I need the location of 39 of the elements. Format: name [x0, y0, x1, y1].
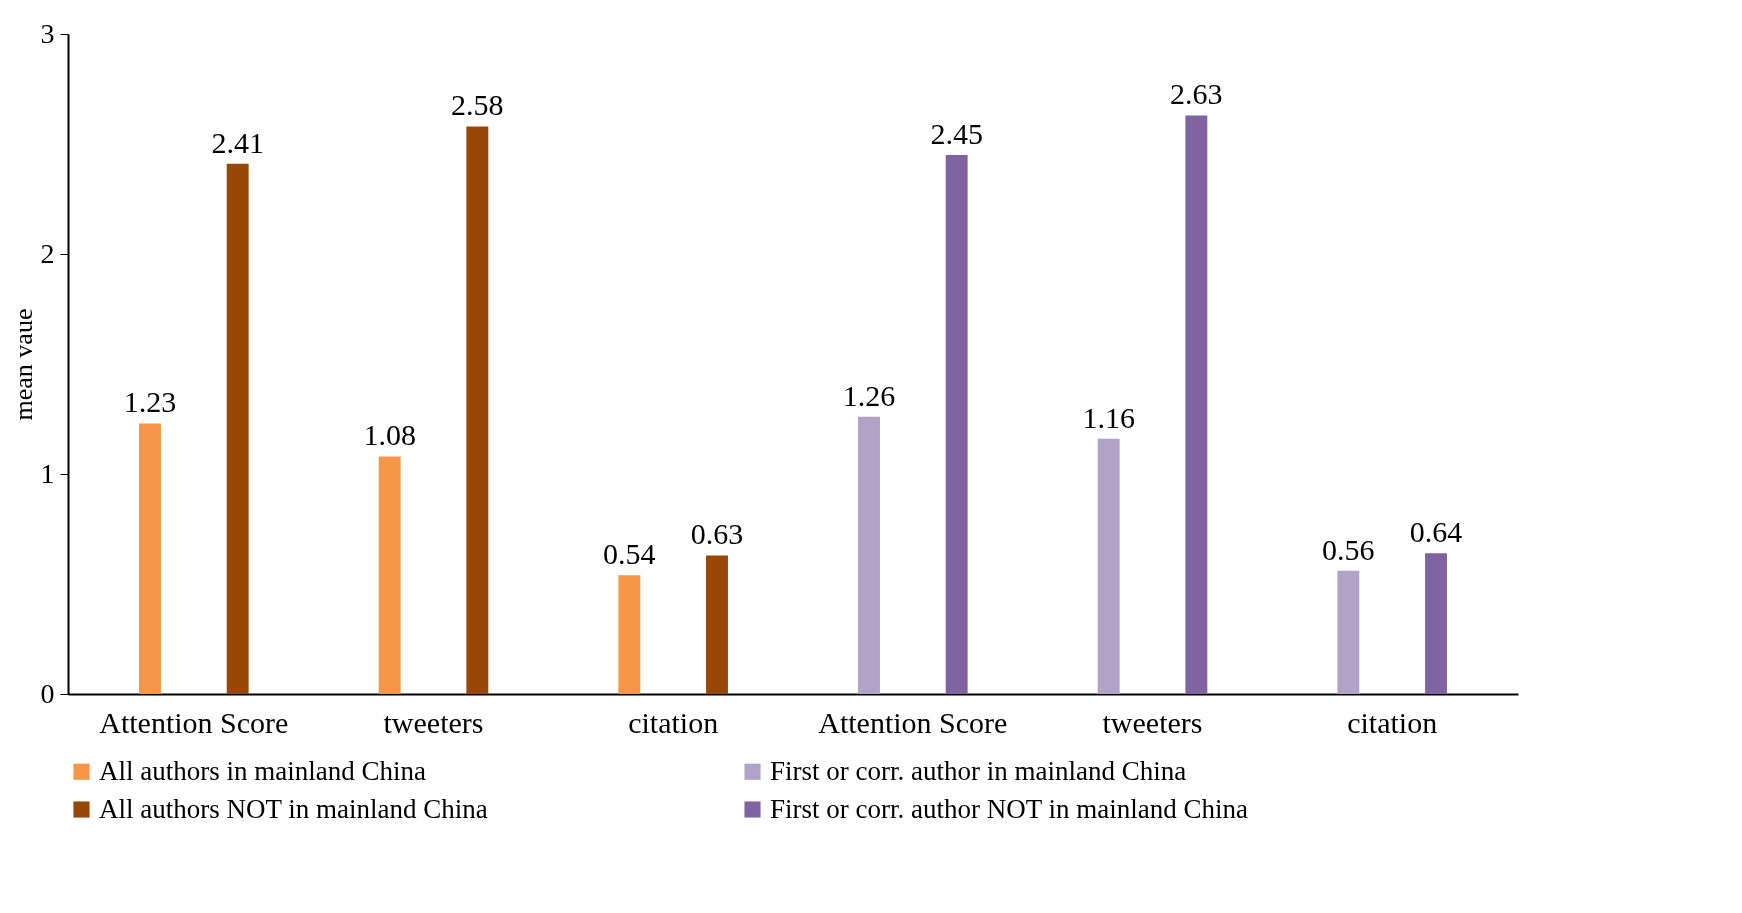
bar	[378, 456, 401, 694]
bar	[945, 155, 968, 694]
data-label: 2.58	[451, 88, 504, 122]
data-label: 0.56	[1322, 532, 1375, 566]
x-tick-label: citation	[1347, 705, 1438, 739]
legend-label: First or corr. author in mainland China	[770, 755, 1187, 786]
data-label: 1.16	[1082, 400, 1135, 434]
data-label: 0.64	[1409, 515, 1463, 549]
y-axis-title: mean vaue	[8, 308, 38, 421]
x-tick-label: tweeters	[383, 705, 484, 739]
data-label: 1.26	[842, 378, 896, 412]
data-label: 2.45	[930, 117, 983, 150]
data-label: 1.23	[123, 385, 177, 419]
data-label: 0.63	[690, 517, 744, 551]
data-label: 0.54	[603, 537, 656, 571]
y-tick-label: 0	[40, 677, 55, 709]
bar	[1097, 438, 1120, 694]
bar	[1337, 570, 1360, 694]
data-label: 2.63	[1170, 77, 1223, 111]
x-tick-label: Attention Score	[818, 705, 1008, 739]
legend-label: All authors in mainland China	[99, 755, 426, 786]
y-tick-label: 2	[40, 237, 55, 269]
bar	[706, 555, 728, 694]
bar	[1425, 553, 1447, 694]
bar	[858, 416, 880, 694]
y-tick-label: 3	[40, 17, 55, 49]
bar	[618, 575, 641, 694]
bar	[226, 163, 249, 694]
y-tick-label: 1	[40, 457, 55, 489]
legend-label: All authors NOT in mainland China	[99, 793, 488, 824]
data-label: 2.41	[211, 125, 264, 159]
x-tick-label: Attention Score	[99, 705, 289, 739]
x-tick-label: citation	[628, 705, 719, 739]
legend-label: First or corr. author NOT in mainland China	[770, 793, 1248, 824]
bar	[466, 126, 489, 694]
x-tick-label: tweeters	[1102, 705, 1203, 739]
bar	[139, 423, 161, 694]
data-label: 1.08	[363, 418, 416, 452]
bar	[1185, 115, 1208, 694]
